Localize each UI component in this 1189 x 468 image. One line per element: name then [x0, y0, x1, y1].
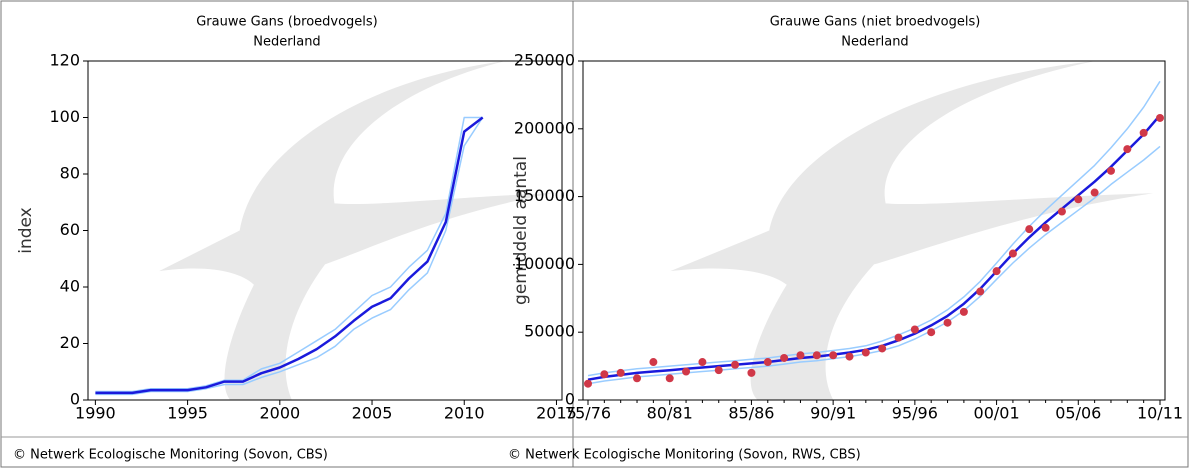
x-tick-label: 95/96 — [892, 404, 938, 423]
y-tick-label: 20 — [60, 333, 80, 352]
data-point — [633, 374, 642, 383]
y-tick-label: 250000 — [514, 51, 575, 70]
y-tick-label: 60 — [60, 220, 80, 239]
chart-title: Grauwe Gans (niet broedvogels) — [770, 15, 981, 30]
data-point — [976, 287, 985, 296]
y-tick-label: 100 — [49, 107, 80, 126]
y-tick-label: 0 — [565, 390, 575, 409]
data-point — [812, 351, 821, 360]
data-point — [910, 325, 919, 334]
series-line — [95, 116, 483, 393]
chart-subtitle: Nederland — [253, 35, 320, 50]
x-tick-label: 75/76 — [565, 404, 611, 423]
series-line — [95, 117, 484, 396]
x-tick-label: 1990 — [75, 404, 116, 423]
data-point — [682, 367, 691, 376]
source: © Netwerk Ecologische Monitoring (Sovon,… — [13, 448, 328, 463]
data-point — [616, 368, 625, 377]
y-tick-label: 40 — [60, 277, 80, 296]
data-point — [894, 333, 903, 342]
data-point — [878, 344, 887, 353]
data-point — [943, 318, 952, 327]
data-point — [1041, 223, 1050, 232]
source: © Netwerk Ecologische Monitoring (Sovon,… — [508, 448, 861, 463]
data-point — [698, 358, 707, 367]
x-tick-label: 10/11 — [1137, 404, 1183, 423]
data-point — [584, 379, 592, 388]
x-tick-label: 2010 — [444, 404, 485, 423]
data-point — [1139, 128, 1148, 137]
plot-border — [87, 60, 563, 401]
data-point — [731, 360, 740, 369]
chart-title: Grauwe Gans (broedvogels) — [196, 15, 378, 30]
data-point — [600, 370, 609, 379]
data-point — [780, 353, 789, 362]
data-point — [861, 348, 870, 357]
y-tick-label: 120 — [49, 51, 80, 70]
chart-subtitle: Nederland — [841, 35, 908, 50]
data-point — [1057, 207, 1066, 216]
data-point — [796, 351, 805, 360]
data-point — [763, 358, 772, 367]
bird-silhouette — [159, 61, 553, 400]
data-point — [927, 328, 936, 337]
data-point — [829, 351, 838, 360]
x-tick-label: 2005 — [352, 404, 393, 423]
x-tick-label: 85/86 — [728, 404, 774, 423]
x-tick-label: 1995 — [167, 404, 208, 423]
y-axis-label: gemiddeld aantal — [511, 156, 531, 305]
data-point — [845, 352, 854, 361]
y-axis-label: index — [16, 207, 36, 254]
data-point — [1074, 195, 1083, 204]
data-point — [665, 374, 674, 383]
data-point — [1156, 113, 1164, 122]
data-point — [1008, 249, 1017, 258]
y-tick-label: 80 — [60, 164, 80, 183]
y-tick-label: 50000 — [524, 322, 575, 341]
data-point — [1025, 225, 1034, 234]
x-tick-label: 2000 — [259, 404, 300, 423]
x-tick-label: 80/81 — [647, 404, 693, 423]
data-point — [1090, 188, 1099, 197]
data-point — [1123, 145, 1132, 154]
data-point — [992, 267, 1001, 276]
x-tick-label: 00/01 — [974, 404, 1020, 423]
data-point — [747, 368, 756, 377]
series-line — [587, 80, 1161, 377]
series-line — [95, 116, 484, 395]
data-point — [1106, 166, 1115, 175]
bird-silhouette — [670, 61, 1154, 400]
y-tick-label: 150000 — [514, 186, 575, 205]
x-tick-label: 05/06 — [1055, 404, 1101, 423]
x-tick-label: 2015 — [536, 404, 577, 423]
y-tick-label: 100000 — [514, 254, 575, 273]
data-point — [649, 358, 658, 367]
plot-border — [582, 60, 1166, 401]
y-tick-label: 200000 — [514, 118, 575, 137]
data-point — [959, 307, 968, 316]
data-point — [714, 366, 723, 375]
x-tick-label: 90/91 — [810, 404, 856, 423]
y-tick-label: 0 — [70, 390, 80, 409]
